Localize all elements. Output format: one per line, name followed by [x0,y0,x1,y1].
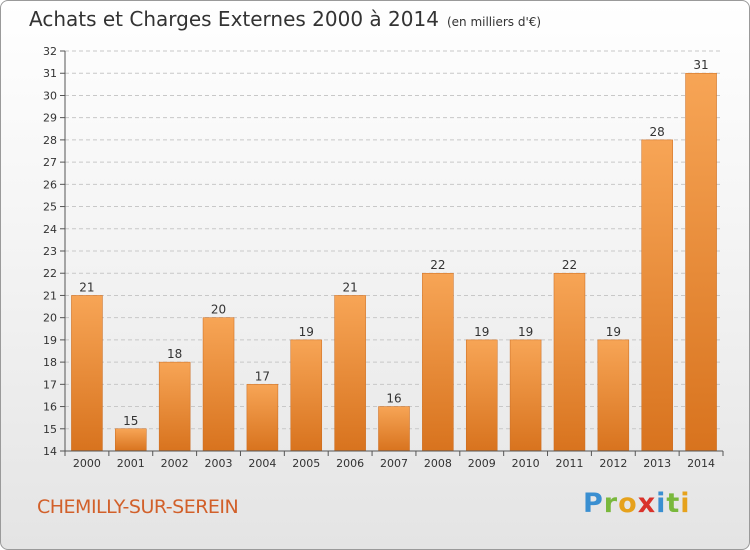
commune-name: CHEMILLY-SUR-SEREIN [37,496,239,518]
x-tick-label: 2012 [599,457,627,470]
y-tick-label: 27 [43,156,57,169]
x-tick-label: 2004 [248,457,276,470]
bar-value-label: 22 [562,258,577,272]
y-tick-label: 19 [43,334,57,347]
bar-2007 [378,406,410,452]
bar-2014 [685,72,717,452]
bar-2002 [158,361,191,452]
x-tick-label: 2007 [380,457,408,470]
bar-value-label: 19 [299,325,314,339]
x-tick-label: 2013 [643,457,671,470]
bar-value-label: 16 [386,392,401,406]
y-tick-label: 32 [43,45,57,58]
y-tick-label: 22 [43,267,57,280]
bar-value-label: 17 [255,369,270,383]
x-tick-label: 2003 [205,457,233,470]
bar-2003 [202,317,235,452]
bar-value-label: 18 [167,347,182,361]
bar-value-label: 21 [342,280,357,294]
x-tick-label: 2014 [687,457,715,470]
y-tick-label: 16 [43,401,57,414]
chart-title: Achats et Charges Externes 2000 à 2014 (e… [29,7,541,31]
bar-2000 [71,295,103,452]
x-tick-label: 2002 [161,457,189,470]
bar-2009 [465,339,498,452]
proxiti-logo[interactable]: Proxiti [583,488,691,519]
bar-2011 [553,272,586,452]
y-axis: 14 15 16 17 18 19 20 21 22 23 24 25 26 27 28 29 30 31 32 [43,45,66,458]
chart-subtitle: (en milliers d'€) [446,15,542,29]
y-tick-label: 25 [43,201,57,214]
bar-value-label: 31 [693,58,708,72]
y-tick-label: 29 [43,112,57,125]
bar-value-label: 28 [650,125,665,139]
x-tick-label: 2011 [555,457,583,470]
x-tick-label: 2006 [336,457,364,470]
x-tick-label: 2008 [424,457,452,470]
bar-2013 [641,139,673,452]
bar-2005 [290,339,323,452]
bar-value-label: 19 [474,325,489,339]
bar-2004 [246,384,279,452]
y-tick-label: 15 [43,423,57,436]
bar-2006 [334,295,366,452]
bar-value-label: 20 [211,303,226,317]
y-tick-label: 20 [43,312,57,325]
bar-value-label: 19 [518,325,533,339]
y-tick-label: 31 [43,67,57,80]
x-tick-label: 2005 [292,457,320,470]
bar-2001 [115,428,147,452]
y-tick-label: 18 [43,356,57,369]
bar-2012 [597,339,630,452]
y-tick-label: 17 [43,378,57,391]
x-tick-label: 2010 [512,457,540,470]
x-tick-label: 2009 [468,457,496,470]
y-tick-label: 26 [43,178,57,191]
y-tick-label: 24 [43,223,57,236]
y-tick-label: 14 [43,445,57,458]
x-axis: 2000 2001 2002 2003 2004 2005 2006 2007 2008 2009… [64,450,724,470]
y-tick-label: 21 [43,289,57,302]
chart-title-text: Achats et Charges Externes 2000 à 2014 [29,7,439,31]
bar-2010 [509,339,542,452]
bar-chart: 14 15 16 17 18 19 20 21 22 23 24 25 26 27 28 29 30 31 32 2… [43,45,724,470]
bar-value-label: 21 [79,280,94,294]
bar-value-label: 22 [430,258,445,272]
bar-value-label: 15 [123,414,138,428]
y-tick-label: 28 [43,134,57,147]
bar-2008 [422,272,454,452]
x-tick-label: 2000 [73,457,101,470]
y-tick-label: 30 [43,89,57,102]
y-tick-label: 23 [43,245,57,258]
bars: 21 15 18 20 17 19 21 16 22 19 19 22 19 28 31 [71,58,717,452]
x-tick-label: 2001 [117,457,145,470]
bar-value-label: 19 [606,325,621,339]
